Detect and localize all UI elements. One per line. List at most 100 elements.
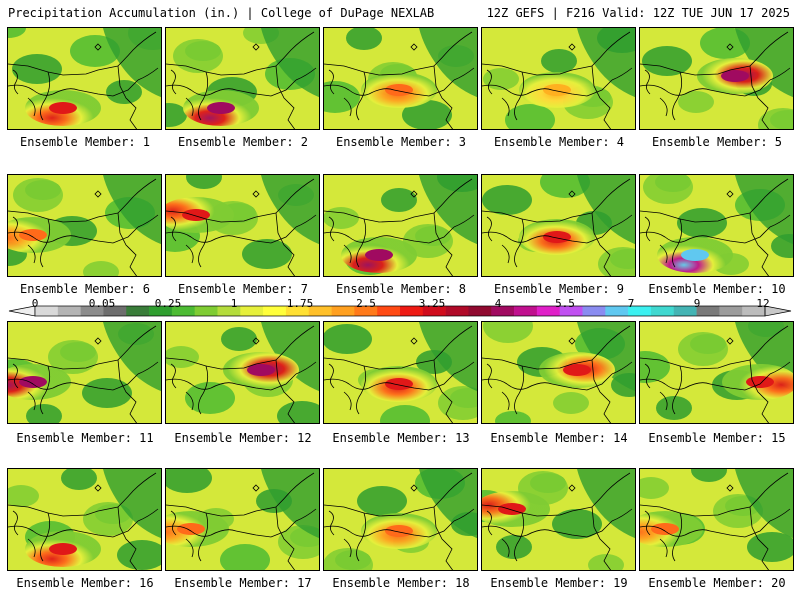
colorbar-tick-label: 2.5 xyxy=(356,297,376,310)
precip-field xyxy=(166,469,319,570)
ensemble-member-label: Ensemble Member: 6 xyxy=(19,282,151,296)
map-title: Precipitation Accumulation (in.) | Colle… xyxy=(8,6,435,20)
ensemble-member-label: Ensemble Member: 3 xyxy=(335,135,467,149)
ensemble-member-label: Ensemble Member: 10 xyxy=(648,282,786,296)
colorbar-tick-label: 1.75 xyxy=(286,297,314,310)
precip-field xyxy=(8,175,161,276)
ensemble-member-map xyxy=(323,468,478,571)
ensemble-member-label: Ensemble Member: 7 xyxy=(177,282,309,296)
colorbar-tick-label: 0.25 xyxy=(154,297,182,310)
colorbar-outline xyxy=(34,305,766,317)
ensemble-member-map xyxy=(165,174,320,277)
ensemble-member-label: Ensemble Member: 11 xyxy=(16,431,154,445)
ensemble-member-map xyxy=(7,321,162,424)
colorbar-swatch xyxy=(650,306,675,316)
precip-field xyxy=(8,469,161,570)
precip-field xyxy=(482,175,635,276)
colorbar-swatch xyxy=(354,306,378,316)
precip-field xyxy=(640,322,793,423)
colorbar-swatch xyxy=(263,306,287,316)
colorbar-tick-label: 0.05 xyxy=(88,297,116,310)
colorbar-swatch xyxy=(126,306,150,316)
ensemble-member-map xyxy=(165,27,320,130)
colorbar-tick-label: 5.5 xyxy=(555,297,575,310)
colorbar-swatch xyxy=(422,306,446,316)
precip-field xyxy=(482,28,635,129)
ensemble-member-label: Ensemble Member: 17 xyxy=(174,576,312,590)
ensemble-member-map xyxy=(639,321,794,424)
ensemble-member-map xyxy=(481,468,636,571)
colorbar-swatch xyxy=(171,306,195,316)
colorbar-swatch xyxy=(719,306,743,316)
ensemble-member-map xyxy=(165,468,320,571)
ensemble-member-label: Ensemble Member: 9 xyxy=(493,282,625,296)
ensemble-member-label: Ensemble Member: 18 xyxy=(332,576,470,590)
colorbar-swatch xyxy=(605,306,629,316)
precip-field xyxy=(324,469,477,570)
precip-field xyxy=(482,469,635,570)
colorbar-tick-label: 0 xyxy=(31,297,39,310)
colorbar-swatch xyxy=(217,306,241,316)
precip-field xyxy=(324,322,477,423)
precip-field xyxy=(8,322,161,423)
ensemble-member-map xyxy=(7,27,162,130)
ensemble-member-label: Ensemble Member: 16 xyxy=(16,576,154,590)
precip-field xyxy=(166,175,319,276)
colorbar-swatch xyxy=(536,306,560,316)
precip-field xyxy=(640,175,793,276)
colorbar-swatch xyxy=(673,306,697,316)
colorbar-swatch xyxy=(331,306,355,316)
colorbar-swatch xyxy=(149,306,173,316)
ensemble-member-map xyxy=(323,321,478,424)
colorbar-swatch xyxy=(491,306,515,316)
colorbar-swatch xyxy=(696,306,720,316)
colorbar-swatch xyxy=(285,306,310,316)
ensemble-member-label: Ensemble Member: 12 xyxy=(174,431,312,445)
ensemble-member-map xyxy=(481,321,636,424)
colorbar-swatch xyxy=(400,306,424,316)
colorbar-swatch xyxy=(445,306,469,316)
colorbar-tick-label: 12 xyxy=(756,297,770,310)
colorbar-swatch xyxy=(194,306,218,316)
colorbar-tick-label: 3.25 xyxy=(418,297,446,310)
precip-field xyxy=(8,28,161,129)
precip-field xyxy=(324,175,477,276)
colorbar-tick-label: 7 xyxy=(627,297,635,310)
colorbar-swatch xyxy=(377,306,401,316)
ensemble-member-map xyxy=(323,27,478,130)
precip-field xyxy=(640,469,793,570)
colorbar-swatch xyxy=(559,306,583,316)
precip-colorbar xyxy=(8,305,792,317)
ensemble-member-label: Ensemble Member: 5 xyxy=(651,135,783,149)
ensemble-member-map xyxy=(7,468,162,571)
colorbar-swatch xyxy=(468,306,492,316)
colorbar-swatch xyxy=(103,306,127,316)
colorbar-tick-label: 9 xyxy=(693,297,701,310)
ensemble-member-label: Ensemble Member: 20 xyxy=(648,576,786,590)
ensemble-member-label: Ensemble Member: 13 xyxy=(332,431,470,445)
precip-field xyxy=(482,322,635,423)
colorbar-swatch xyxy=(35,306,59,316)
ensemble-member-map xyxy=(481,174,636,277)
precip-field xyxy=(166,322,319,423)
ensemble-member-map xyxy=(639,174,794,277)
ensemble-member-label: Ensemble Member: 14 xyxy=(490,431,628,445)
colorbar-swatch xyxy=(308,306,332,316)
colorbar-swatch xyxy=(628,306,652,316)
ensemble-member-label: Ensemble Member: 15 xyxy=(648,431,786,445)
colorbar-swatch xyxy=(57,306,81,316)
colorbar-tick-label: 1 xyxy=(230,297,238,310)
ensemble-member-map xyxy=(165,321,320,424)
colorbar-swatch xyxy=(742,306,766,316)
ensemble-member-map xyxy=(7,174,162,277)
precip-field xyxy=(324,28,477,129)
colorbar-swatch xyxy=(240,306,264,316)
precip-field xyxy=(640,28,793,129)
ensemble-member-map xyxy=(639,468,794,571)
valid-time-title: 12Z GEFS | F216 Valid: 12Z TUE JUN 17 20… xyxy=(486,6,790,20)
ensemble-member-map xyxy=(481,27,636,130)
ensemble-member-label: Ensemble Member: 2 xyxy=(177,135,309,149)
ensemble-member-map xyxy=(323,174,478,277)
ensemble-member-label: Ensemble Member: 19 xyxy=(490,576,628,590)
colorbar-swatch xyxy=(514,306,538,316)
